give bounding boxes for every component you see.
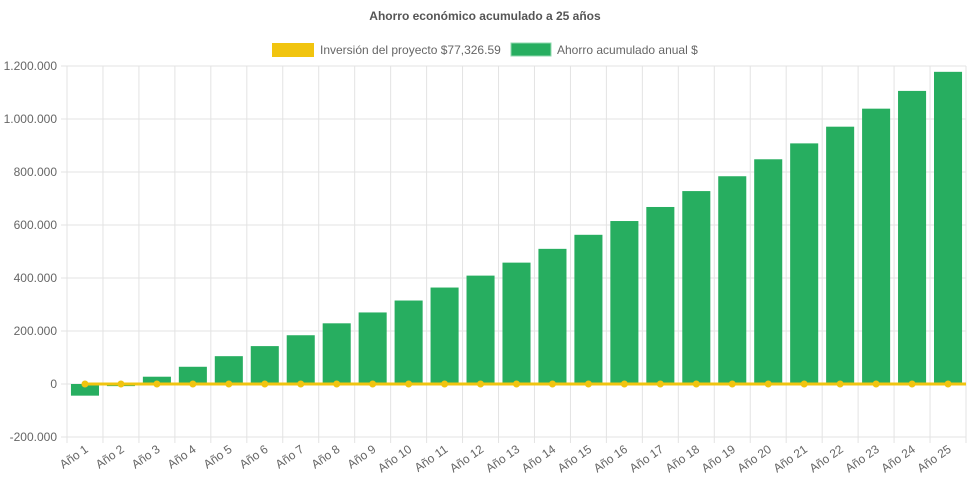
investment-point[interactable] — [620, 380, 628, 388]
bar-Año-8[interactable] — [322, 323, 351, 384]
x-tick-label: Año 25 — [915, 442, 954, 475]
investment-point[interactable] — [189, 380, 197, 388]
y-tick-label: 800.000 — [14, 165, 58, 179]
legend-swatch-investment[interactable] — [272, 43, 314, 57]
investment-point[interactable] — [261, 380, 269, 388]
x-tick-label: Año 5 — [201, 442, 235, 472]
bar-Año-1[interactable] — [70, 384, 100, 396]
investment-point[interactable] — [297, 380, 305, 388]
x-tick-label: Año 11 — [412, 442, 451, 475]
investment-point[interactable] — [584, 380, 592, 388]
bar-Año-9[interactable] — [358, 312, 387, 384]
x-tick-label: Año 2 — [93, 442, 127, 472]
y-tick-label: -200.000 — [10, 430, 58, 444]
y-tick-label: 400.000 — [14, 271, 58, 285]
investment-point[interactable] — [369, 380, 377, 388]
investment-point[interactable] — [836, 380, 844, 388]
bar-Año-5[interactable] — [214, 356, 243, 384]
investment-point[interactable] — [477, 380, 485, 388]
x-tick-label: Año 13 — [483, 442, 522, 475]
y-tick-label: 200.000 — [14, 324, 58, 338]
x-tick-label: Año 8 — [309, 442, 343, 472]
investment-point[interactable] — [728, 380, 736, 388]
bar-Año-14[interactable] — [538, 248, 567, 384]
legend-label-investment[interactable]: Inversión del proyecto $77,326.59 — [320, 43, 501, 57]
y-tick-label: 600.000 — [14, 218, 58, 232]
investment-point[interactable] — [764, 380, 772, 388]
investment-point[interactable] — [944, 380, 952, 388]
x-tick-label: Año 17 — [627, 442, 666, 475]
investment-point[interactable] — [692, 380, 700, 388]
x-tick-label: Año 15 — [555, 442, 594, 475]
bar-Año-7[interactable] — [286, 335, 315, 384]
bar-Año-24[interactable] — [898, 90, 927, 384]
investment-point[interactable] — [548, 380, 556, 388]
x-tick-label: Año 18 — [663, 442, 702, 475]
x-tick-label: Año 23 — [843, 442, 882, 475]
bar-Año-25[interactable] — [933, 71, 963, 384]
x-tick-label: Año 21 — [771, 442, 810, 475]
y-tick-label: 0 — [50, 377, 57, 391]
x-tick-label: Año 22 — [807, 442, 846, 475]
x-tick-label: Año 16 — [591, 442, 630, 475]
investment-point[interactable] — [81, 380, 89, 388]
investment-point[interactable] — [441, 380, 449, 388]
bar-Año-23[interactable] — [862, 108, 891, 384]
investment-point[interactable] — [333, 380, 341, 388]
y-tick-label: 1.200.000 — [4, 59, 58, 73]
legend-swatch-savings[interactable] — [510, 42, 552, 57]
x-tick-label: Año 1 — [57, 442, 91, 472]
investment-point[interactable] — [872, 380, 880, 388]
bar-Año-3[interactable] — [142, 376, 171, 384]
bar-Año-12[interactable] — [466, 275, 495, 384]
bar-Año-11[interactable] — [430, 287, 459, 384]
investment-point[interactable] — [225, 380, 233, 388]
bar-Año-6[interactable] — [250, 346, 279, 384]
x-tick-label: Año 7 — [273, 442, 307, 472]
x-tick-label: Año 4 — [165, 442, 199, 472]
investment-point[interactable] — [117, 380, 125, 388]
x-tick-label: Año 12 — [447, 442, 486, 475]
legend-label-savings[interactable]: Ahorro acumulado anual $ — [557, 43, 698, 57]
x-tick-label: Año 3 — [129, 442, 163, 472]
chart-title: Ahorro económico acumulado a 25 años — [369, 9, 601, 23]
bar-Año-10[interactable] — [394, 300, 423, 384]
legend: Inversión del proyecto $77,326.59 Ahorro… — [272, 42, 698, 57]
bar-Año-20[interactable] — [754, 159, 783, 384]
investment-point[interactable] — [656, 380, 664, 388]
investment-point[interactable] — [405, 380, 413, 388]
investment-point[interactable] — [800, 380, 808, 388]
bar-Año-21[interactable] — [790, 143, 819, 384]
investment-point[interactable] — [153, 380, 161, 388]
x-tick-label: Año 6 — [237, 442, 271, 472]
x-tick-label: Año 20 — [735, 442, 774, 475]
bar-Año-22[interactable] — [826, 126, 855, 384]
bar-Año-19[interactable] — [718, 176, 747, 384]
bar-Año-15[interactable] — [574, 234, 603, 384]
investment-point[interactable] — [513, 380, 520, 388]
x-tick-label: Año 19 — [699, 442, 738, 475]
bar-Año-16[interactable] — [610, 221, 639, 384]
investment-point[interactable] — [908, 380, 916, 388]
x-tick-label: Año 24 — [879, 442, 918, 475]
y-tick-label: 1.000.000 — [4, 112, 58, 126]
bar-Año-13[interactable] — [502, 262, 531, 384]
bar-Año-4[interactable] — [178, 366, 207, 384]
bar-Año-17[interactable] — [646, 206, 675, 384]
x-tick-label: Año 9 — [345, 442, 379, 472]
x-tick-label: Año 10 — [375, 442, 414, 475]
bar-Año-18[interactable] — [682, 191, 711, 384]
x-tick-label: Año 14 — [519, 442, 558, 475]
